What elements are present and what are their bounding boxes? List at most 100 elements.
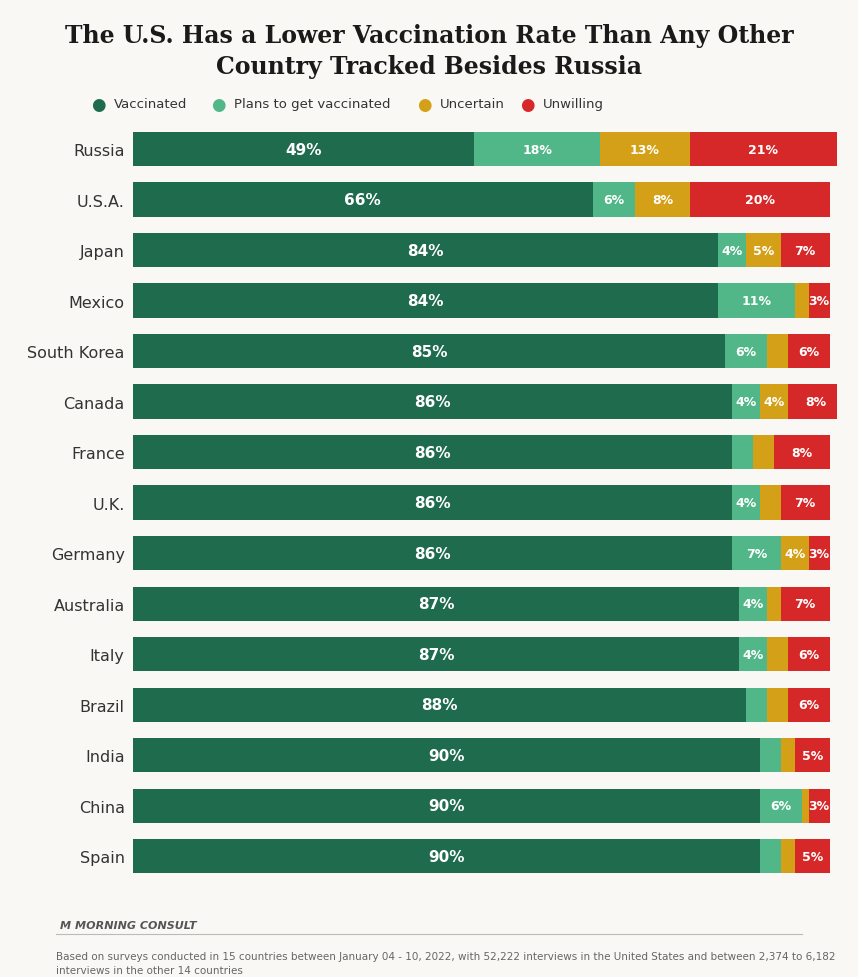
Text: Uncertain: Uncertain (440, 98, 505, 111)
Text: 6%: 6% (798, 699, 819, 711)
Bar (781, 536, 809, 571)
Text: 87%: 87% (418, 597, 454, 612)
Text: M MORNING CONSULT: M MORNING CONSULT (60, 920, 196, 930)
Text: 90%: 90% (428, 748, 465, 763)
Bar (593, 184, 635, 218)
Bar (739, 637, 767, 672)
Text: 86%: 86% (414, 446, 450, 460)
Bar (133, 637, 739, 672)
Text: 4%: 4% (735, 396, 757, 408)
Bar (795, 284, 809, 319)
Bar (718, 284, 795, 319)
Bar (795, 739, 830, 773)
Text: 86%: 86% (414, 395, 450, 409)
Bar (760, 385, 788, 419)
Text: 88%: 88% (421, 698, 457, 712)
Bar (809, 536, 830, 571)
Text: 87%: 87% (418, 647, 454, 662)
Bar (691, 184, 830, 218)
Bar (774, 436, 830, 470)
Bar (691, 133, 837, 167)
Text: 7%: 7% (795, 496, 816, 510)
Bar (133, 284, 718, 319)
Bar (133, 133, 474, 167)
Bar (760, 788, 801, 823)
Bar (133, 587, 739, 621)
Bar (133, 688, 746, 722)
Text: ●: ● (92, 96, 106, 113)
Bar (133, 486, 732, 521)
Bar (760, 486, 781, 521)
Bar (718, 234, 746, 268)
Bar (133, 536, 732, 571)
Text: 8%: 8% (805, 396, 826, 408)
Bar (732, 536, 781, 571)
Text: 7%: 7% (795, 598, 816, 611)
Text: 6%: 6% (798, 648, 819, 661)
Text: 84%: 84% (408, 243, 444, 258)
Bar (809, 284, 830, 319)
Bar (635, 184, 691, 218)
Bar (788, 637, 830, 672)
Text: Vaccinated: Vaccinated (114, 98, 188, 111)
Text: Based on surveys conducted in 15 countries between January 04 - 10, 2022, with 5: Based on surveys conducted in 15 countri… (56, 951, 836, 975)
Text: 5%: 5% (801, 850, 823, 863)
Bar (732, 486, 760, 521)
Text: 3%: 3% (808, 295, 830, 308)
Bar (133, 839, 760, 873)
Bar (781, 839, 795, 873)
Text: 8%: 8% (791, 446, 813, 459)
Bar (767, 637, 788, 672)
Text: 3%: 3% (808, 547, 830, 560)
Bar (739, 587, 767, 621)
Bar (788, 385, 843, 419)
Bar (133, 234, 718, 268)
Bar (801, 788, 809, 823)
Text: 5%: 5% (752, 244, 774, 257)
Bar (760, 739, 781, 773)
Text: ●: ● (521, 96, 535, 113)
Text: The U.S. Has a Lower Vaccination Rate Than Any Other
Country Tracked Besides Rus: The U.S. Has a Lower Vaccination Rate Th… (64, 24, 794, 79)
Text: 4%: 4% (764, 396, 784, 408)
Bar (767, 688, 788, 722)
Text: ●: ● (418, 96, 432, 113)
Bar (767, 334, 788, 369)
Text: 6%: 6% (798, 345, 819, 359)
Text: 7%: 7% (746, 547, 767, 560)
Bar (746, 688, 767, 722)
Bar (767, 587, 781, 621)
Bar (732, 436, 753, 470)
Text: 5%: 5% (801, 749, 823, 762)
Text: 7%: 7% (795, 244, 816, 257)
Text: 85%: 85% (411, 344, 447, 360)
Text: 6%: 6% (735, 345, 757, 359)
Bar (795, 839, 830, 873)
Bar (725, 334, 767, 369)
Bar (133, 436, 732, 470)
Text: 13%: 13% (630, 144, 660, 156)
Bar (474, 133, 600, 167)
Bar (781, 234, 830, 268)
Text: 84%: 84% (408, 294, 444, 309)
Bar (760, 839, 781, 873)
Text: 3%: 3% (808, 799, 830, 813)
Text: 66%: 66% (345, 192, 381, 208)
Bar (133, 184, 593, 218)
Text: 6%: 6% (603, 193, 625, 207)
Bar (133, 334, 725, 369)
Bar (133, 385, 732, 419)
Bar (781, 739, 795, 773)
Text: 86%: 86% (414, 546, 450, 561)
Bar (732, 385, 760, 419)
Text: 49%: 49% (286, 143, 322, 157)
Text: 18%: 18% (522, 144, 552, 156)
Text: 8%: 8% (652, 193, 673, 207)
Text: Plans to get vaccinated: Plans to get vaccinated (234, 98, 390, 111)
Bar (809, 788, 830, 823)
Text: 11%: 11% (741, 295, 771, 308)
Text: 4%: 4% (742, 648, 764, 661)
Bar (133, 788, 760, 823)
Text: ●: ● (212, 96, 226, 113)
Text: 20%: 20% (745, 193, 775, 207)
Text: 4%: 4% (722, 244, 743, 257)
